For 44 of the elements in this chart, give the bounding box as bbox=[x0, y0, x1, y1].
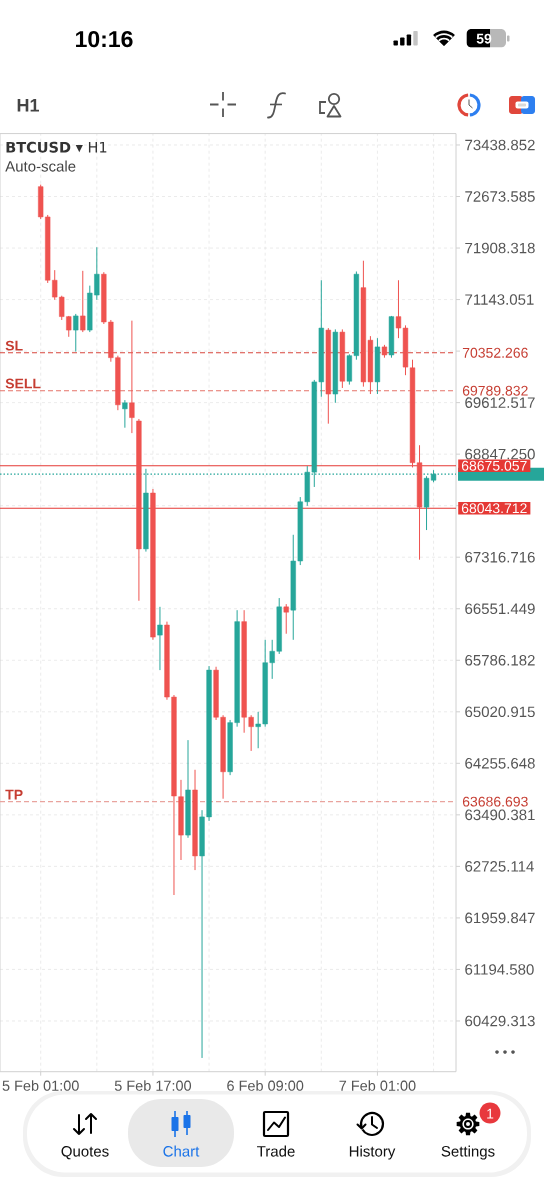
y-tick-label: 61959.847 bbox=[465, 912, 535, 924]
y-tick-label: 64255.648 bbox=[465, 758, 535, 769]
y-tick-label: 61194.580 bbox=[465, 964, 534, 975]
text: 68043.712 bbox=[461, 503, 527, 514]
text: History bbox=[349, 1145, 396, 1160]
y-tick-label: 67316.716 bbox=[465, 551, 535, 563]
text: 63686.693 bbox=[462, 796, 528, 807]
y-tick-label: 60429.313 bbox=[465, 1015, 535, 1027]
ref-line-label: TP bbox=[5, 789, 23, 800]
y-tick-label: 71143.051 bbox=[465, 294, 534, 305]
y-tick-label: 68847.250 bbox=[465, 448, 535, 460]
y-tick-label: 62725.114 bbox=[465, 861, 534, 872]
x-tick-label: 7 Feb 01:00 bbox=[339, 1080, 416, 1091]
text: H1 bbox=[17, 99, 40, 112]
y-tick-label: 73438.852 bbox=[465, 139, 535, 151]
chart-title: BTCUSD ▾ H1 bbox=[6, 141, 107, 153]
y-tick-label: 72673.585 bbox=[465, 191, 535, 202]
y-tick-label: 63490.381 bbox=[465, 809, 535, 821]
candlestick bbox=[122, 399, 128, 429]
x-tick-label: 5 Feb 17:00 bbox=[114, 1080, 192, 1091]
text: Quotes bbox=[61, 1146, 109, 1160]
y-tick-label: 65020.915 bbox=[465, 706, 535, 718]
candlestick bbox=[283, 603, 289, 635]
candlestick bbox=[129, 320, 135, 434]
text: Chart bbox=[163, 1145, 200, 1157]
text: 10:16 bbox=[76, 30, 133, 48]
x-tick-label: 6 Feb 09:00 bbox=[227, 1080, 304, 1091]
candlestick bbox=[80, 270, 86, 333]
candlestick bbox=[73, 313, 79, 353]
y-tick-label: 65786.182 bbox=[465, 654, 535, 666]
y-tick-label: 69612.517 bbox=[465, 397, 535, 408]
candlestick bbox=[157, 606, 163, 671]
ref-line-label: SL bbox=[5, 340, 23, 351]
text: 1 bbox=[487, 1108, 494, 1119]
text: Settings bbox=[441, 1145, 495, 1160]
text: Trade bbox=[257, 1145, 295, 1157]
text: 69789.832 bbox=[462, 385, 528, 396]
x-tick-label: 5 Feb 01:00 bbox=[2, 1080, 79, 1091]
text: 70352.266 bbox=[462, 347, 528, 358]
text: Auto-scale bbox=[5, 160, 76, 172]
ref-line-label: SELL bbox=[5, 378, 41, 389]
y-tick-label: 66551.449 bbox=[465, 603, 535, 615]
y-tick-label: 71908.318 bbox=[465, 242, 535, 254]
text: 68675.057 bbox=[461, 460, 527, 471]
